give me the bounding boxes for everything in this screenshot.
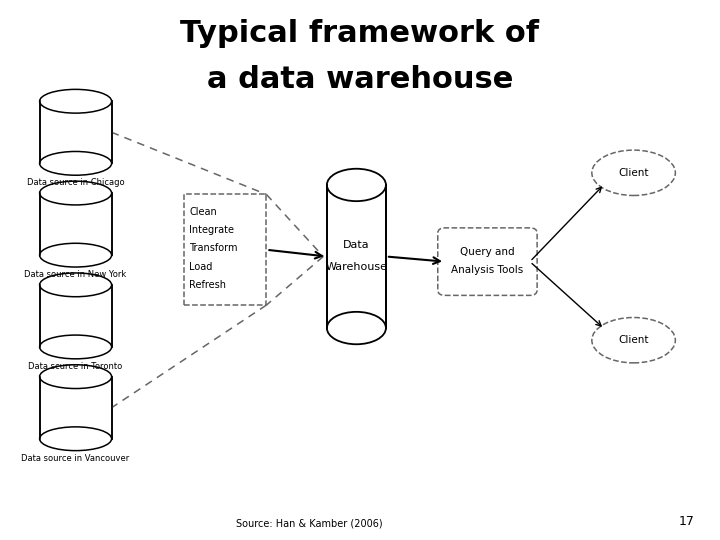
Text: Integrate: Integrate [189,225,235,235]
Text: Data source in New York: Data source in New York [24,271,127,279]
Ellipse shape [327,312,386,345]
Ellipse shape [327,168,386,201]
Bar [40,377,112,438]
Text: Typical framework of: Typical framework of [181,19,539,48]
Text: Query and: Query and [460,247,515,257]
Ellipse shape [40,151,112,175]
Ellipse shape [40,335,112,359]
Text: Warehouse: Warehouse [325,262,387,272]
Ellipse shape [592,318,675,363]
Ellipse shape [40,243,112,267]
Text: Data scurce in Toronto: Data scurce in Toronto [29,362,122,371]
Text: Data source in Vancouver: Data source in Vancouver [22,454,130,463]
Bar [40,285,112,347]
Text: Client: Client [618,168,649,178]
Text: Load: Load [189,262,212,272]
Text: Transform: Transform [189,244,238,253]
Bar [40,102,112,163]
Text: a data warehouse: a data warehouse [207,65,513,94]
Text: Client: Client [618,335,649,345]
Ellipse shape [40,365,112,389]
Ellipse shape [40,89,112,113]
Ellipse shape [40,273,112,297]
Text: Data: Data [343,240,369,249]
Bar [40,193,112,255]
Text: Analysis Tools: Analysis Tools [451,265,523,275]
Ellipse shape [40,181,112,205]
Text: Source: Han & Kamber (2006): Source: Han & Kamber (2006) [236,518,383,528]
Text: Refresh: Refresh [189,280,226,290]
Ellipse shape [592,150,675,195]
Ellipse shape [40,427,112,450]
Text: 17: 17 [679,515,695,528]
FancyBboxPatch shape [438,228,537,295]
Bar [327,185,386,328]
Text: Clean: Clean [189,207,217,217]
Text: Data source in Chicago: Data source in Chicago [27,178,125,187]
FancyBboxPatch shape [184,194,266,305]
